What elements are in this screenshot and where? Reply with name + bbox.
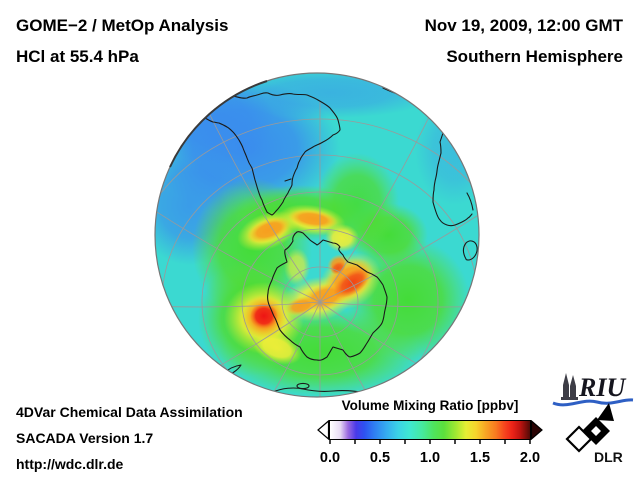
tasmania-coastline bbox=[296, 382, 310, 390]
antarctica-coastline bbox=[267, 231, 388, 361]
colorbar-title: Volume Mixing Ratio [ppbv] bbox=[341, 398, 519, 413]
tick-label-3: 1.5 bbox=[469, 450, 491, 466]
colorbar-tick-labels: 0.0 0.5 1.0 1.5 2.0 bbox=[317, 446, 543, 466]
species-level-label: HCl at 55.4 hPa bbox=[16, 47, 139, 66]
south-america-coastline bbox=[189, 92, 341, 216]
heat-field bbox=[155, 73, 479, 397]
limb-shadow-arc bbox=[169, 80, 268, 168]
dlr-symbol-icon bbox=[565, 403, 614, 453]
under-range-arrow-icon bbox=[317, 420, 329, 440]
colorbar-gradient bbox=[329, 420, 531, 440]
africa-east-line bbox=[466, 192, 474, 211]
colorbar-bar bbox=[317, 420, 543, 440]
falkland-islands bbox=[284, 178, 292, 182]
hemisphere-label: Southern Hemisphere bbox=[446, 47, 623, 66]
madagascar-coastline bbox=[462, 240, 478, 261]
colorbar: Volume Mixing Ratio [ppbv] 0.0 0.5 1.0 1… bbox=[317, 398, 543, 466]
version-label: SACADA Version 1.7 bbox=[16, 430, 154, 446]
cathedral-icon bbox=[561, 373, 578, 400]
header-left: GOME−2 / MetOp Analysis HCl at 55.4 hPa bbox=[16, 10, 228, 72]
product-title: GOME−2 / MetOp Analysis bbox=[16, 16, 229, 35]
dlr-wordmark: DLR bbox=[594, 449, 623, 465]
tick-label-2: 1.0 bbox=[419, 450, 441, 466]
datetime-label: Nov 19, 2009, 12:00 GMT bbox=[424, 16, 623, 35]
header-right: Nov 19, 2009, 12:00 GMT Southern Hemisph… bbox=[425, 10, 623, 72]
url-label: http://wdc.dlr.de bbox=[16, 456, 124, 472]
dlr-logo: DLR bbox=[565, 403, 623, 465]
tick-label-4: 2.0 bbox=[519, 450, 541, 466]
over-range-arrow-icon bbox=[531, 420, 543, 440]
colorbar-ticks bbox=[317, 440, 543, 446]
tick-label-1: 0.5 bbox=[369, 450, 391, 466]
riu-logo: RIU bbox=[552, 373, 634, 407]
assimilation-label: 4DVar Chemical Data Assimilation bbox=[16, 404, 243, 420]
tick-label-0: 0.0 bbox=[319, 450, 341, 466]
footer-credits: 4DVar Chemical Data Assimilation SACADA … bbox=[16, 399, 243, 477]
riu-wave-icon bbox=[552, 398, 634, 407]
riu-wordmark: RIU bbox=[578, 373, 626, 402]
globe-outline bbox=[154, 72, 480, 398]
